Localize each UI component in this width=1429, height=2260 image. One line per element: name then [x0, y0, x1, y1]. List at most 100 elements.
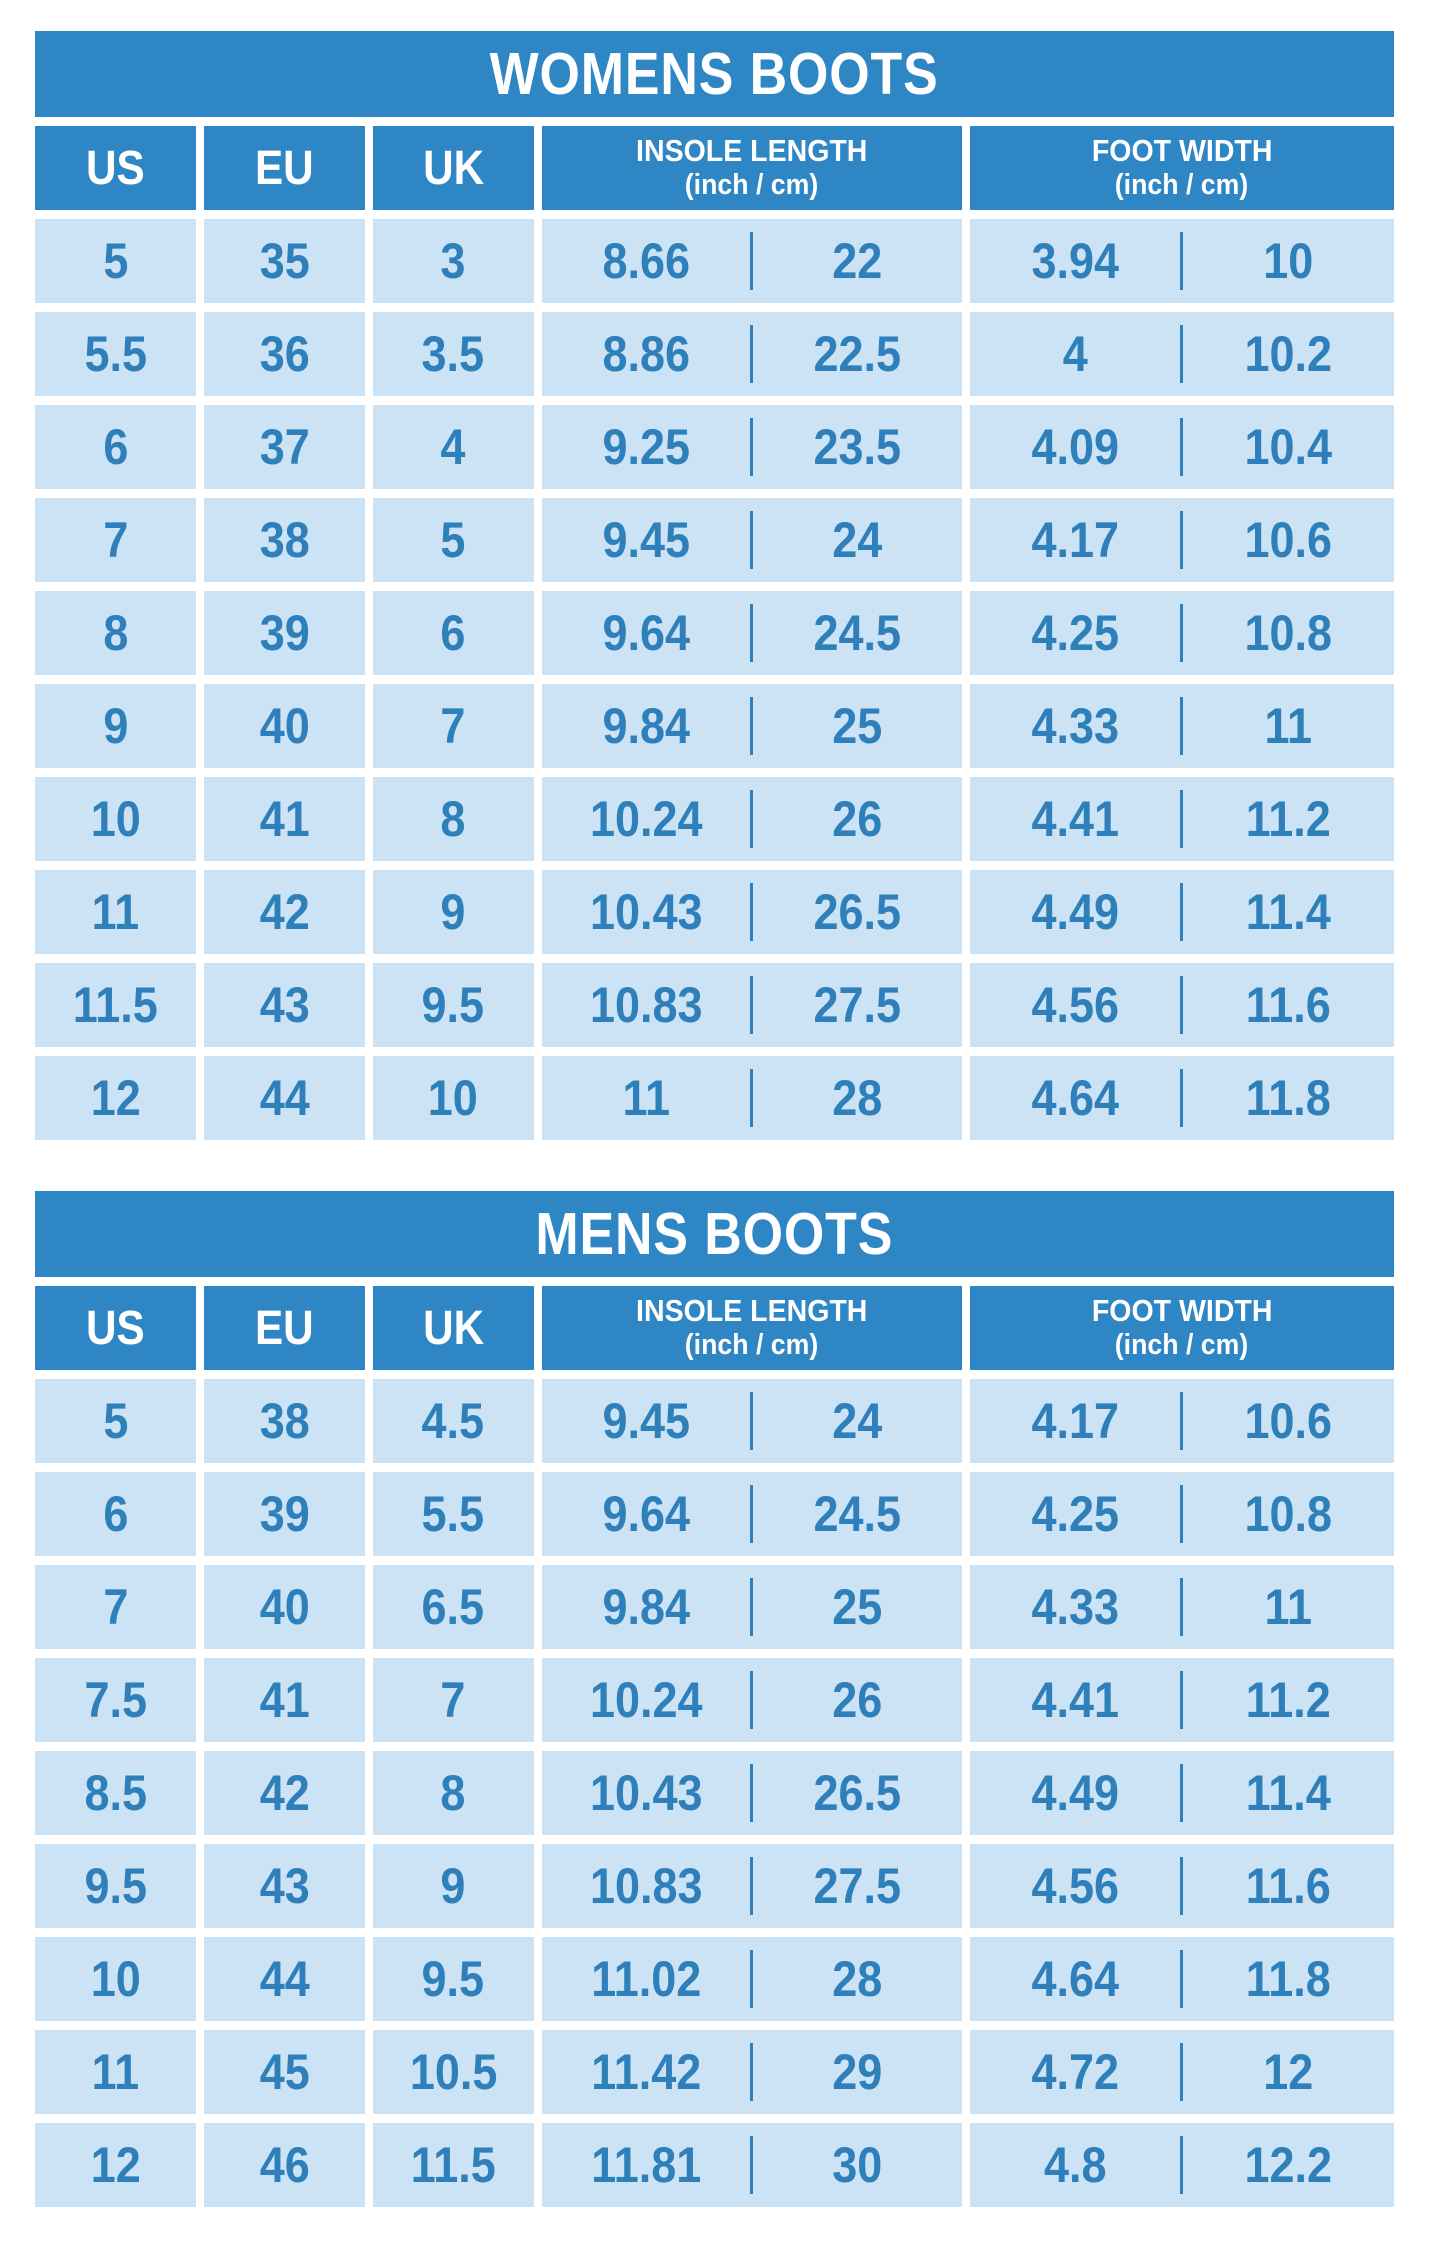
mens-table-body: 5 38 4.5 9.45 24 4.17 10.6 6 39 5.5 9.6 [35, 1379, 1394, 2207]
insole-length-units: (inch / cm) [685, 1329, 819, 1362]
insole-cm-value: 24.5 [813, 605, 902, 661]
col-header-uk-label: UK [422, 141, 484, 195]
uk-size-value: 5.5 [421, 1486, 485, 1542]
us-size-value: 9 [103, 698, 129, 754]
foot-width-inch-value: 4.25 [1031, 605, 1119, 661]
cell-insole-length: 9.64 24.5 [541, 591, 962, 675]
insole-inch-value: 10.24 [589, 1672, 703, 1728]
uk-size-value: 3.5 [421, 326, 485, 382]
cell-us-size: 7.5 [35, 1658, 197, 1742]
inch-cm-divider [750, 1069, 754, 1127]
size-table-mens: MENS BOOTS US EU UK INSOLE LENGTH (inch … [35, 1191, 1394, 2207]
womens-table-body: 5 35 3 8.66 22 3.94 10 5.5 36 3.5 8.86 [35, 219, 1394, 1140]
inch-cm-divider [1180, 325, 1184, 383]
col-header-us-label: US [86, 1301, 145, 1355]
cell-uk-size: 9.5 [372, 1937, 534, 2021]
inch-cm-divider [1180, 1485, 1184, 1543]
eu-size-value: 44 [259, 1951, 310, 2007]
inch-cm-divider [1180, 232, 1184, 290]
insole-cm-value: 25 [832, 1579, 883, 1635]
cell-foot-width: 4.17 10.6 [969, 498, 1394, 582]
cell-foot-width: 4.17 10.6 [969, 1379, 1394, 1463]
uk-size-value: 6 [440, 605, 466, 661]
foot-width-cm-value: 11.8 [1246, 1070, 1332, 1126]
inch-cm-divider [1180, 697, 1184, 755]
cell-uk-size: 10.5 [372, 2030, 534, 2114]
eu-size-value: 38 [259, 512, 310, 568]
cell-eu-size: 36 [204, 312, 365, 396]
uk-size-value: 7 [440, 698, 466, 754]
foot-width-inch-value: 4.33 [1031, 698, 1119, 754]
col-header-us-label: US [86, 141, 145, 195]
cell-foot-width: 4.33 11 [969, 684, 1394, 768]
insole-inch-value: 9.84 [602, 1579, 690, 1635]
cell-insole-length: 8.86 22.5 [541, 312, 962, 396]
cell-foot-width: 4 10.2 [969, 312, 1394, 396]
foot-width-cm-value: 10.4 [1244, 419, 1333, 475]
cell-us-size: 11.5 [35, 963, 197, 1047]
eu-size-value: 43 [259, 977, 310, 1033]
cell-insole-length: 10.43 26.5 [541, 1751, 962, 1835]
insole-cm-value: 26.5 [813, 884, 902, 940]
eu-size-value: 40 [259, 1579, 310, 1635]
foot-width-cm-value: 11.4 [1246, 1765, 1332, 1821]
foot-width-inch-value: 4.17 [1031, 1393, 1119, 1449]
us-size-value: 11 [91, 2044, 140, 2100]
table-row: 11.5 43 9.5 10.83 27.5 4.56 11.6 [35, 963, 1394, 1047]
eu-size-value: 36 [259, 326, 310, 382]
table-row: 5 35 3 8.66 22 3.94 10 [35, 219, 1394, 303]
insole-inch-value: 10.24 [589, 791, 703, 847]
cell-uk-size: 3.5 [372, 312, 534, 396]
cell-uk-size: 8 [372, 777, 534, 861]
col-header-eu: EU [204, 1286, 365, 1370]
foot-width-cm-value: 10 [1263, 233, 1314, 289]
inch-cm-divider [1180, 511, 1184, 569]
cell-us-size: 12 [35, 2123, 197, 2207]
foot-width-inch-value: 4 [1062, 326, 1088, 382]
inch-cm-divider [750, 883, 754, 941]
cell-uk-size: 9 [372, 870, 534, 954]
foot-width-cm-value: 10.8 [1244, 605, 1333, 661]
insole-cm-value: 27.5 [813, 977, 902, 1033]
cell-foot-width: 4.41 11.2 [969, 777, 1394, 861]
inch-cm-divider [1180, 883, 1184, 941]
uk-size-value: 8 [440, 791, 466, 847]
us-size-value: 12 [90, 2137, 141, 2193]
cell-uk-size: 7 [372, 684, 534, 768]
inch-cm-divider [1180, 1578, 1184, 1636]
cell-foot-width: 4.64 11.8 [969, 1056, 1394, 1140]
cell-us-size: 5.5 [35, 312, 197, 396]
inch-cm-divider [1180, 1392, 1184, 1450]
table-row: 9 40 7 9.84 25 4.33 11 [35, 684, 1394, 768]
table-row: 9.5 43 9 10.83 27.5 4.56 11.6 [35, 1844, 1394, 1928]
foot-width-inch-value: 4.64 [1031, 1951, 1119, 2007]
col-header-us: US [35, 126, 197, 210]
insole-cm-value: 26 [832, 1672, 883, 1728]
cell-insole-length: 11.02 28 [541, 1937, 962, 2021]
inch-cm-divider [750, 2043, 754, 2101]
foot-width-units: (inch / cm) [1115, 169, 1249, 202]
cell-foot-width: 4.64 11.8 [969, 1937, 1394, 2021]
womens-title-bar: WOMENS BOOTS [35, 31, 1394, 117]
table-row: 6 37 4 9.25 23.5 4.09 10.4 [35, 405, 1394, 489]
uk-size-value: 7 [440, 1672, 466, 1728]
inch-cm-divider [1180, 2043, 1184, 2101]
inch-cm-divider [1180, 1857, 1184, 1915]
insole-cm-value: 28 [832, 1951, 883, 2007]
foot-width-cm-value: 11 [1264, 1579, 1313, 1635]
cell-us-size: 9 [35, 684, 197, 768]
foot-width-inch-value: 4.49 [1031, 1765, 1119, 1821]
us-size-value: 10 [90, 791, 141, 847]
foot-width-cm-value: 10.8 [1244, 1486, 1333, 1542]
inch-cm-divider [750, 697, 754, 755]
cell-uk-size: 5.5 [372, 1472, 534, 1556]
cell-eu-size: 42 [204, 870, 365, 954]
cell-foot-width: 4.8 12.2 [969, 2123, 1394, 2207]
insole-inch-value: 9.25 [602, 419, 690, 475]
womens-column-header-row: US EU UK INSOLE LENGTH (inch / cm) FOOT … [35, 126, 1394, 210]
cell-us-size: 6 [35, 405, 197, 489]
cell-us-size: 8 [35, 591, 197, 675]
eu-size-value: 37 [259, 419, 310, 475]
col-header-eu: EU [204, 126, 365, 210]
mens-title-text: MENS BOOTS [535, 1201, 894, 1267]
